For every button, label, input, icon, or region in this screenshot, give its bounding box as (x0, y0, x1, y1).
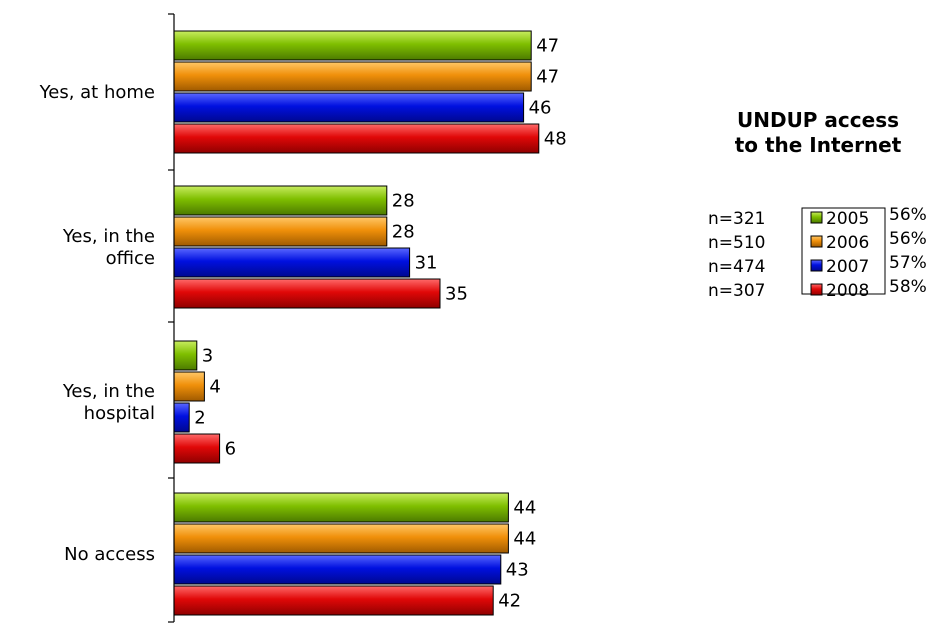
category-label: Yes, at home (39, 82, 155, 103)
bar-2006-2 (173, 216, 388, 247)
bar-2007-4 (173, 554, 502, 585)
legend-sample-size: n=307 (708, 281, 765, 301)
value-label: 44 (513, 529, 536, 550)
value-label: 28 (392, 222, 415, 243)
bar-2007-3 (173, 402, 190, 433)
legend-swatch-2007 (810, 259, 823, 272)
value-label: 4 (209, 377, 220, 398)
category-label: Yes, in the (62, 226, 155, 247)
legend-sample-size: n=321 (708, 209, 765, 229)
legend-label: 2005 (826, 209, 869, 229)
bar-2005-3 (173, 340, 198, 371)
value-label: 3 (202, 346, 213, 367)
legend-total-percent: 56% (889, 205, 927, 225)
value-label: 48 (544, 129, 567, 150)
category-label: office (106, 248, 155, 269)
bar-2005-1 (173, 30, 532, 61)
legend-swatch-2008 (810, 283, 823, 296)
value-label: 31 (415, 253, 438, 274)
bar-2005-2 (173, 185, 388, 216)
bar-2005-4 (173, 492, 509, 523)
bar-2008-1 (173, 123, 540, 154)
chart-title-line-2: to the Internet (735, 133, 902, 157)
legend-swatch-2006 (810, 235, 823, 248)
chart-title-line-1: UNDUP access (737, 108, 899, 132)
legend-label: 2006 (826, 233, 869, 253)
bar-2006-3 (173, 371, 205, 402)
value-label: 47 (536, 67, 559, 88)
value-label: 43 (506, 560, 529, 581)
bar-2007-1 (173, 92, 525, 123)
bar-2007-2 (173, 247, 411, 278)
legend-sample-size: n=510 (708, 233, 765, 253)
value-label: 28 (392, 191, 415, 212)
value-label: 47 (536, 36, 559, 57)
bar-2008-3 (173, 433, 221, 464)
legend: n=321 2005 56% n=510 2006 56% n=474 2007 57% n=30… (708, 205, 927, 301)
chart-title: UNDUP access to the Internet (735, 108, 902, 157)
category-label: Yes, in the (62, 381, 155, 402)
legend-total-percent: 58% (889, 277, 927, 297)
category-label: hospital (84, 403, 155, 424)
bar-2008-4 (173, 585, 494, 616)
y-axis-ticks (168, 13, 174, 623)
value-label: 42 (498, 591, 521, 612)
legend-swatch-2005 (810, 211, 823, 224)
legend-label: 2008 (826, 281, 869, 301)
value-label: 2 (194, 408, 205, 429)
category-label: No access (64, 544, 155, 565)
value-label: 6 (225, 439, 236, 460)
legend-label: 2007 (826, 257, 869, 277)
value-label: 35 (445, 284, 468, 305)
value-label: 46 (529, 98, 552, 119)
bars-layer (173, 30, 540, 616)
bar-2008-2 (173, 278, 441, 309)
legend-total-percent: 56% (889, 229, 927, 249)
legend-total-percent: 57% (889, 253, 927, 273)
value-label: 44 (513, 498, 536, 519)
bar-2006-1 (173, 61, 532, 92)
legend-sample-size: n=474 (708, 257, 765, 277)
bar-2006-4 (173, 523, 509, 554)
